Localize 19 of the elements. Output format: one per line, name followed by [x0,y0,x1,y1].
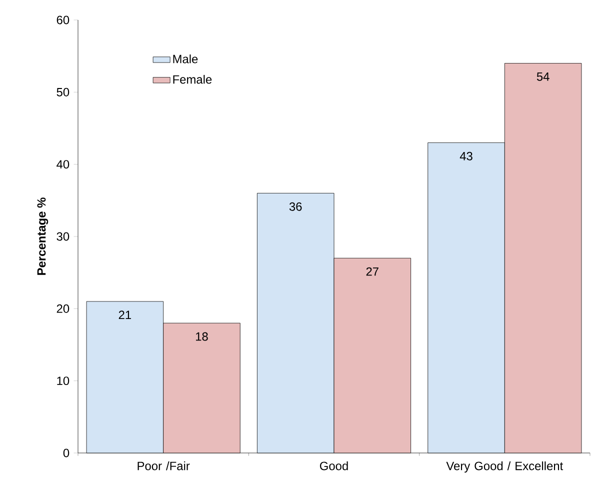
data-label: 43 [460,152,472,160]
y-tick-label: 60 [56,16,70,24]
y-tick-label: 50 [56,88,70,96]
data-label: 27 [366,267,378,276]
y-tick-label: 20 [56,304,70,313]
y-tick-label: 0 [63,448,70,458]
x-tick-label: Good [320,461,348,470]
x-tick-label: Very Good / Excellent [446,461,564,473]
data-label: 18 [196,332,208,341]
y-tick-label: 40 [56,160,70,169]
data-label: 54 [536,72,550,81]
legend-label: Male [173,54,198,64]
data-label: 36 [289,202,302,211]
legend-label: Female [173,74,212,84]
y-tick-label: 30 [56,232,70,241]
y-tick-label: 10 [57,376,70,386]
x-tick-label: Poor /Fair [138,461,190,470]
y-axis-title: Percentage % [37,198,48,275]
data-label: 21 [118,310,131,319]
